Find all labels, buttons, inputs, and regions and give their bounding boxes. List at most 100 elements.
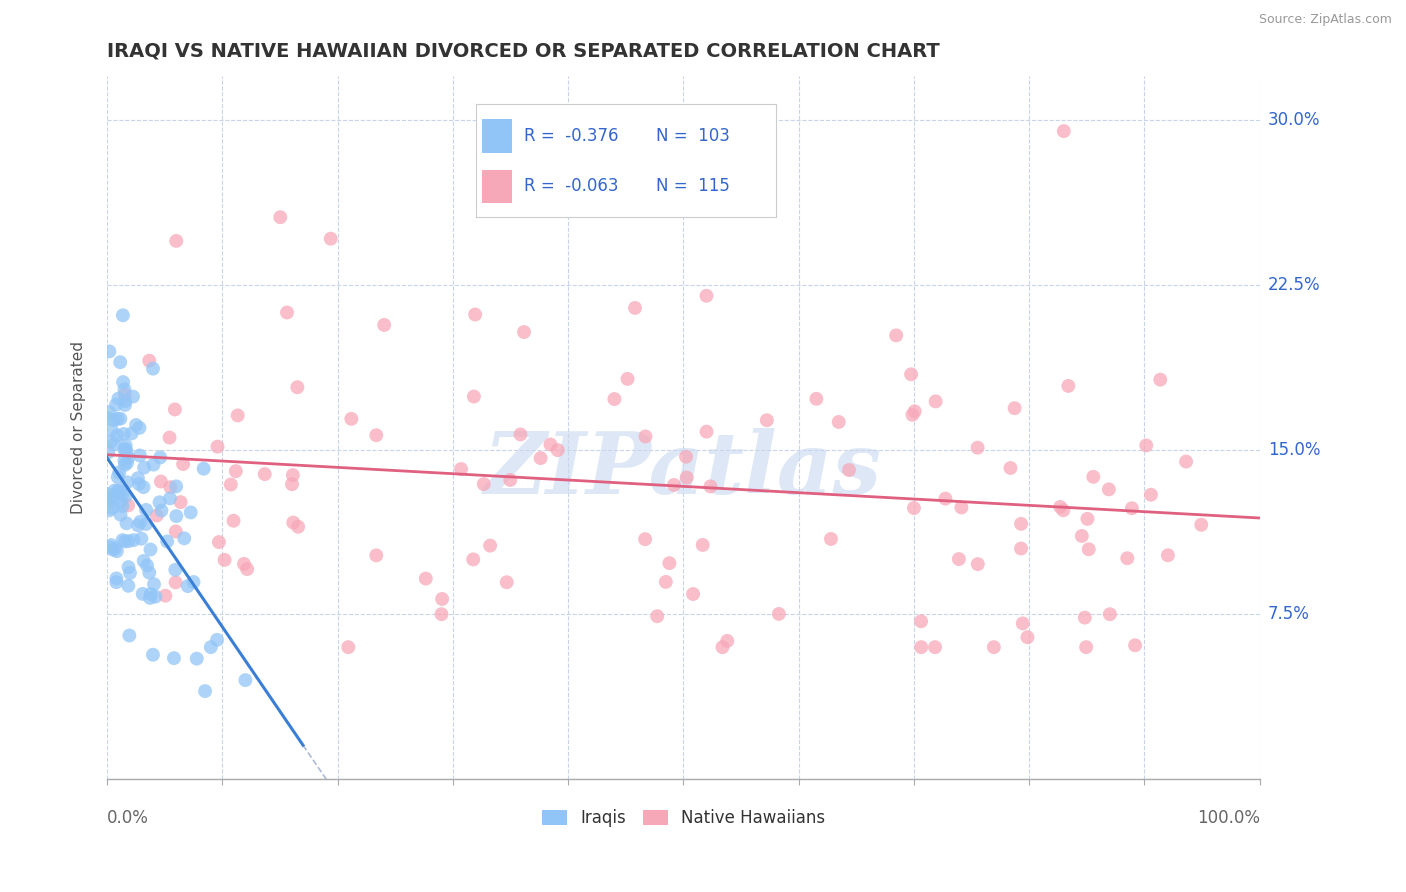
Point: [464, 308, 486, 322]
Point: [112, 427, 135, 442]
Point: [142, 648, 165, 662]
Point: [1121, 501, 1143, 516]
Point: [222, 514, 245, 528]
Point: [200, 640, 222, 655]
Point: [114, 383, 136, 397]
Point: [101, 542, 124, 557]
Point: [112, 442, 135, 457]
Point: [1010, 516, 1032, 531]
Point: [276, 305, 298, 319]
Point: [207, 440, 229, 454]
Point: [111, 487, 134, 501]
Point: [128, 477, 150, 491]
Point: [1098, 483, 1121, 497]
Point: [129, 515, 152, 529]
Point: [340, 412, 363, 426]
Point: [547, 443, 569, 458]
Point: [509, 427, 531, 442]
Text: 0.0%: 0.0%: [107, 809, 149, 828]
Point: [159, 480, 181, 494]
Point: [114, 438, 136, 452]
Point: [450, 462, 472, 476]
Point: [98, 344, 121, 359]
Point: [634, 532, 657, 546]
Point: [499, 473, 522, 487]
Point: [934, 491, 956, 506]
Point: [108, 466, 131, 480]
Point: [127, 518, 149, 533]
Point: [193, 461, 215, 475]
Point: [146, 508, 169, 523]
Point: [603, 392, 626, 406]
Point: [904, 404, 927, 418]
Point: [107, 392, 129, 406]
Point: [1011, 616, 1033, 631]
Point: [253, 467, 276, 482]
Point: [1057, 379, 1080, 393]
Point: [901, 408, 924, 422]
Point: [118, 628, 141, 642]
Point: [163, 651, 186, 665]
Point: [235, 673, 257, 687]
Point: [100, 434, 122, 449]
Point: [675, 470, 697, 484]
Point: [287, 519, 309, 533]
Point: [208, 535, 231, 549]
Point: [132, 460, 155, 475]
Point: [105, 544, 128, 558]
Point: [219, 477, 242, 491]
Point: [114, 394, 136, 409]
Point: [910, 615, 932, 629]
Point: [117, 450, 139, 465]
Point: [159, 491, 181, 506]
Point: [128, 421, 150, 435]
Point: [828, 415, 851, 429]
Text: 22.5%: 22.5%: [1268, 276, 1320, 293]
Point: [104, 541, 127, 556]
Point: [948, 552, 970, 566]
Point: [510, 190, 533, 204]
Point: [132, 554, 155, 568]
Text: 15.0%: 15.0%: [1268, 441, 1320, 458]
Point: [1116, 551, 1139, 566]
Point: [755, 413, 778, 427]
Point: [214, 553, 236, 567]
Point: [110, 494, 132, 508]
Text: 30.0%: 30.0%: [1268, 112, 1320, 129]
Point: [903, 501, 925, 516]
Point: [1053, 124, 1076, 138]
Point: [135, 503, 157, 517]
Point: [143, 590, 166, 604]
Point: [682, 587, 704, 601]
Point: [110, 508, 132, 522]
Point: [165, 479, 187, 493]
Point: [135, 516, 157, 531]
Point: [529, 451, 551, 466]
Point: [1000, 461, 1022, 475]
Point: [149, 475, 172, 489]
Point: [285, 380, 308, 394]
Point: [107, 470, 129, 484]
Point: [183, 574, 205, 589]
Point: [105, 571, 128, 585]
Point: [711, 640, 734, 655]
Point: [415, 572, 437, 586]
Point: [910, 640, 932, 655]
Point: [159, 431, 181, 445]
Point: [112, 453, 135, 467]
Point: [205, 632, 228, 647]
Point: [105, 398, 128, 412]
Point: [236, 562, 259, 576]
Point: [655, 574, 678, 589]
Point: [108, 486, 131, 500]
Point: [1052, 503, 1074, 517]
Point: [156, 534, 179, 549]
Point: [115, 456, 138, 470]
Point: [127, 471, 149, 485]
Point: [366, 428, 388, 442]
Point: [97, 492, 120, 507]
Point: [131, 532, 153, 546]
Point: [115, 516, 138, 531]
Point: [463, 390, 485, 404]
Point: [900, 368, 922, 382]
